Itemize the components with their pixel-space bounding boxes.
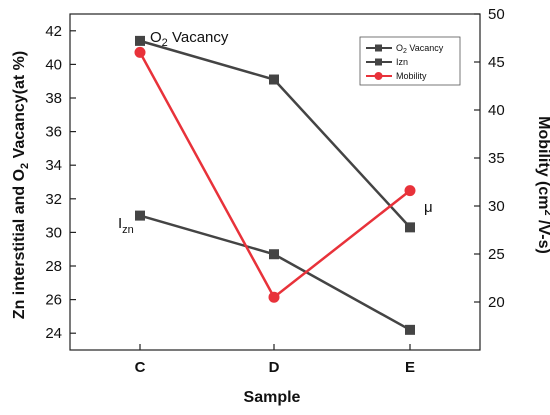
data-point-o2-vacancy — [405, 222, 415, 233]
y-axis-right-title: Mobility (cm2 /V-s) — [535, 116, 550, 254]
y-axis-left-title: Zn interstitial and O2 Vacancy(at %) — [11, 51, 31, 319]
axes: 24 26 28 30 32 34 36 38 40 42 20 25 30 35 40 45 50 C D E — [45, 6, 504, 376]
data-point-mobility — [134, 46, 146, 58]
y-left-tick-label: 28 — [45, 258, 62, 275]
legend: O2 Vacancy Izn Mobility — [359, 36, 461, 86]
legend-o2-rest: Vacancy — [407, 43, 444, 53]
data-point-mobility — [404, 185, 416, 197]
legend-item-o2-vacancy: O2 Vacancy — [366, 43, 444, 55]
y-right-title-sup: 2 — [542, 209, 550, 215]
data-point-izn — [405, 324, 415, 335]
y-left-title-main: Zn interstitial and O — [11, 169, 28, 319]
y-right-tick-label: 25 — [488, 246, 505, 263]
legend-o2-main: O — [396, 43, 403, 53]
y-left-tick-label: 42 — [45, 23, 62, 40]
annotation-mu: μ — [424, 199, 433, 216]
legend-label-izn: Izn — [396, 57, 408, 67]
y-left-tick-label: 40 — [45, 56, 62, 73]
y-right-tick-label: 35 — [488, 150, 505, 167]
y-right-tick-label: 40 — [488, 102, 505, 119]
y-right-tick-label: 45 — [488, 54, 505, 71]
legend-item-izn: Izn — [366, 57, 408, 67]
annotation-o2-sub: 2 — [162, 37, 168, 49]
x-tick-label: C — [135, 359, 146, 376]
y-left-tick-label: 38 — [45, 90, 62, 107]
y-right-title-rest: /V-s) — [535, 216, 550, 254]
legend-marker-izn — [375, 58, 382, 66]
legend-o2-sub: 2 — [403, 48, 407, 55]
data-point-o2-vacancy — [135, 35, 145, 46]
annotation-o2-main: O — [150, 29, 162, 46]
legend-label-mobility: Mobility — [396, 71, 427, 81]
legend-marker-mobility — [374, 72, 383, 80]
series-line-mobility — [138, 51, 411, 300]
legend-item-mobility: Mobility — [366, 71, 427, 81]
y-left-tick-label: 24 — [45, 325, 62, 342]
legend-marker-o2 — [375, 44, 382, 52]
y-left-tick-label: 36 — [45, 124, 62, 141]
data-point-izn — [135, 210, 145, 221]
y-right-tick-label: 20 — [488, 294, 505, 311]
data-point-izn — [269, 249, 279, 260]
y-left-tick-label: 26 — [45, 292, 62, 309]
x-axis-title: Sample — [244, 389, 301, 406]
y-right-title-main: Mobility (cm — [535, 116, 550, 209]
x-tick-label: E — [405, 359, 415, 376]
plot-frame — [69, 13, 481, 351]
y-right-tick-label: 30 — [488, 198, 505, 215]
y-left-tick-label: 32 — [45, 191, 62, 208]
plot-area — [134, 35, 416, 335]
legend-label-o2: O2 Vacancy — [396, 43, 444, 55]
series-line-izn — [139, 214, 411, 331]
annotation-izn-sub: zn — [122, 224, 134, 236]
annotation-o2-vacancy: O2 Vacancy — [150, 29, 229, 49]
data-point-mobility — [268, 291, 280, 303]
data-point-o2-vacancy — [269, 74, 279, 85]
y-left-tick-label: 34 — [45, 157, 62, 174]
x-tick-label: D — [269, 359, 280, 376]
y-right-tick-label: 50 — [488, 6, 505, 23]
y-left-title-sub: 2 — [19, 163, 31, 169]
annotation-izn: Izn — [118, 215, 134, 236]
annotation-izn-main: I — [118, 215, 122, 232]
annotation-o2-rest: Vacancy — [168, 29, 229, 46]
y-left-tick-label: 30 — [45, 224, 62, 241]
y-left-title-rest: Vacancy(at %) — [11, 51, 28, 163]
